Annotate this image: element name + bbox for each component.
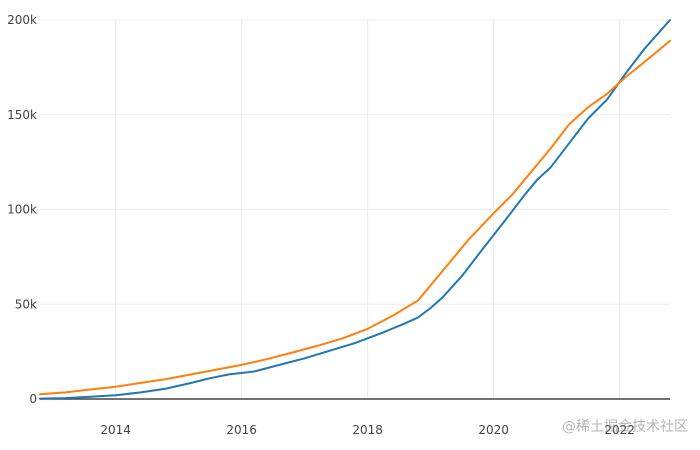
series-line-1	[39, 19, 671, 400]
series-layer	[39, 19, 671, 400]
x-tick-label: 2022	[604, 423, 635, 437]
y-tick-label: 0	[29, 392, 37, 406]
x-tick-label: 2016	[226, 423, 257, 437]
y-tick-label: 150k	[7, 108, 37, 122]
y-tick-label: 100k	[7, 203, 37, 217]
series-line-2	[39, 39, 671, 396]
y-tick-label: 50k	[15, 297, 37, 311]
x-tick-label: 2014	[100, 423, 131, 437]
axes: 2014 2016 2018 2020 2022 0 50k 100k 150k 200k	[7, 13, 670, 437]
grid	[40, 19, 670, 399]
y-tick-label: 200k	[7, 13, 37, 27]
x-tick-label: 2018	[352, 423, 383, 437]
x-tick-label: 2020	[478, 423, 509, 437]
